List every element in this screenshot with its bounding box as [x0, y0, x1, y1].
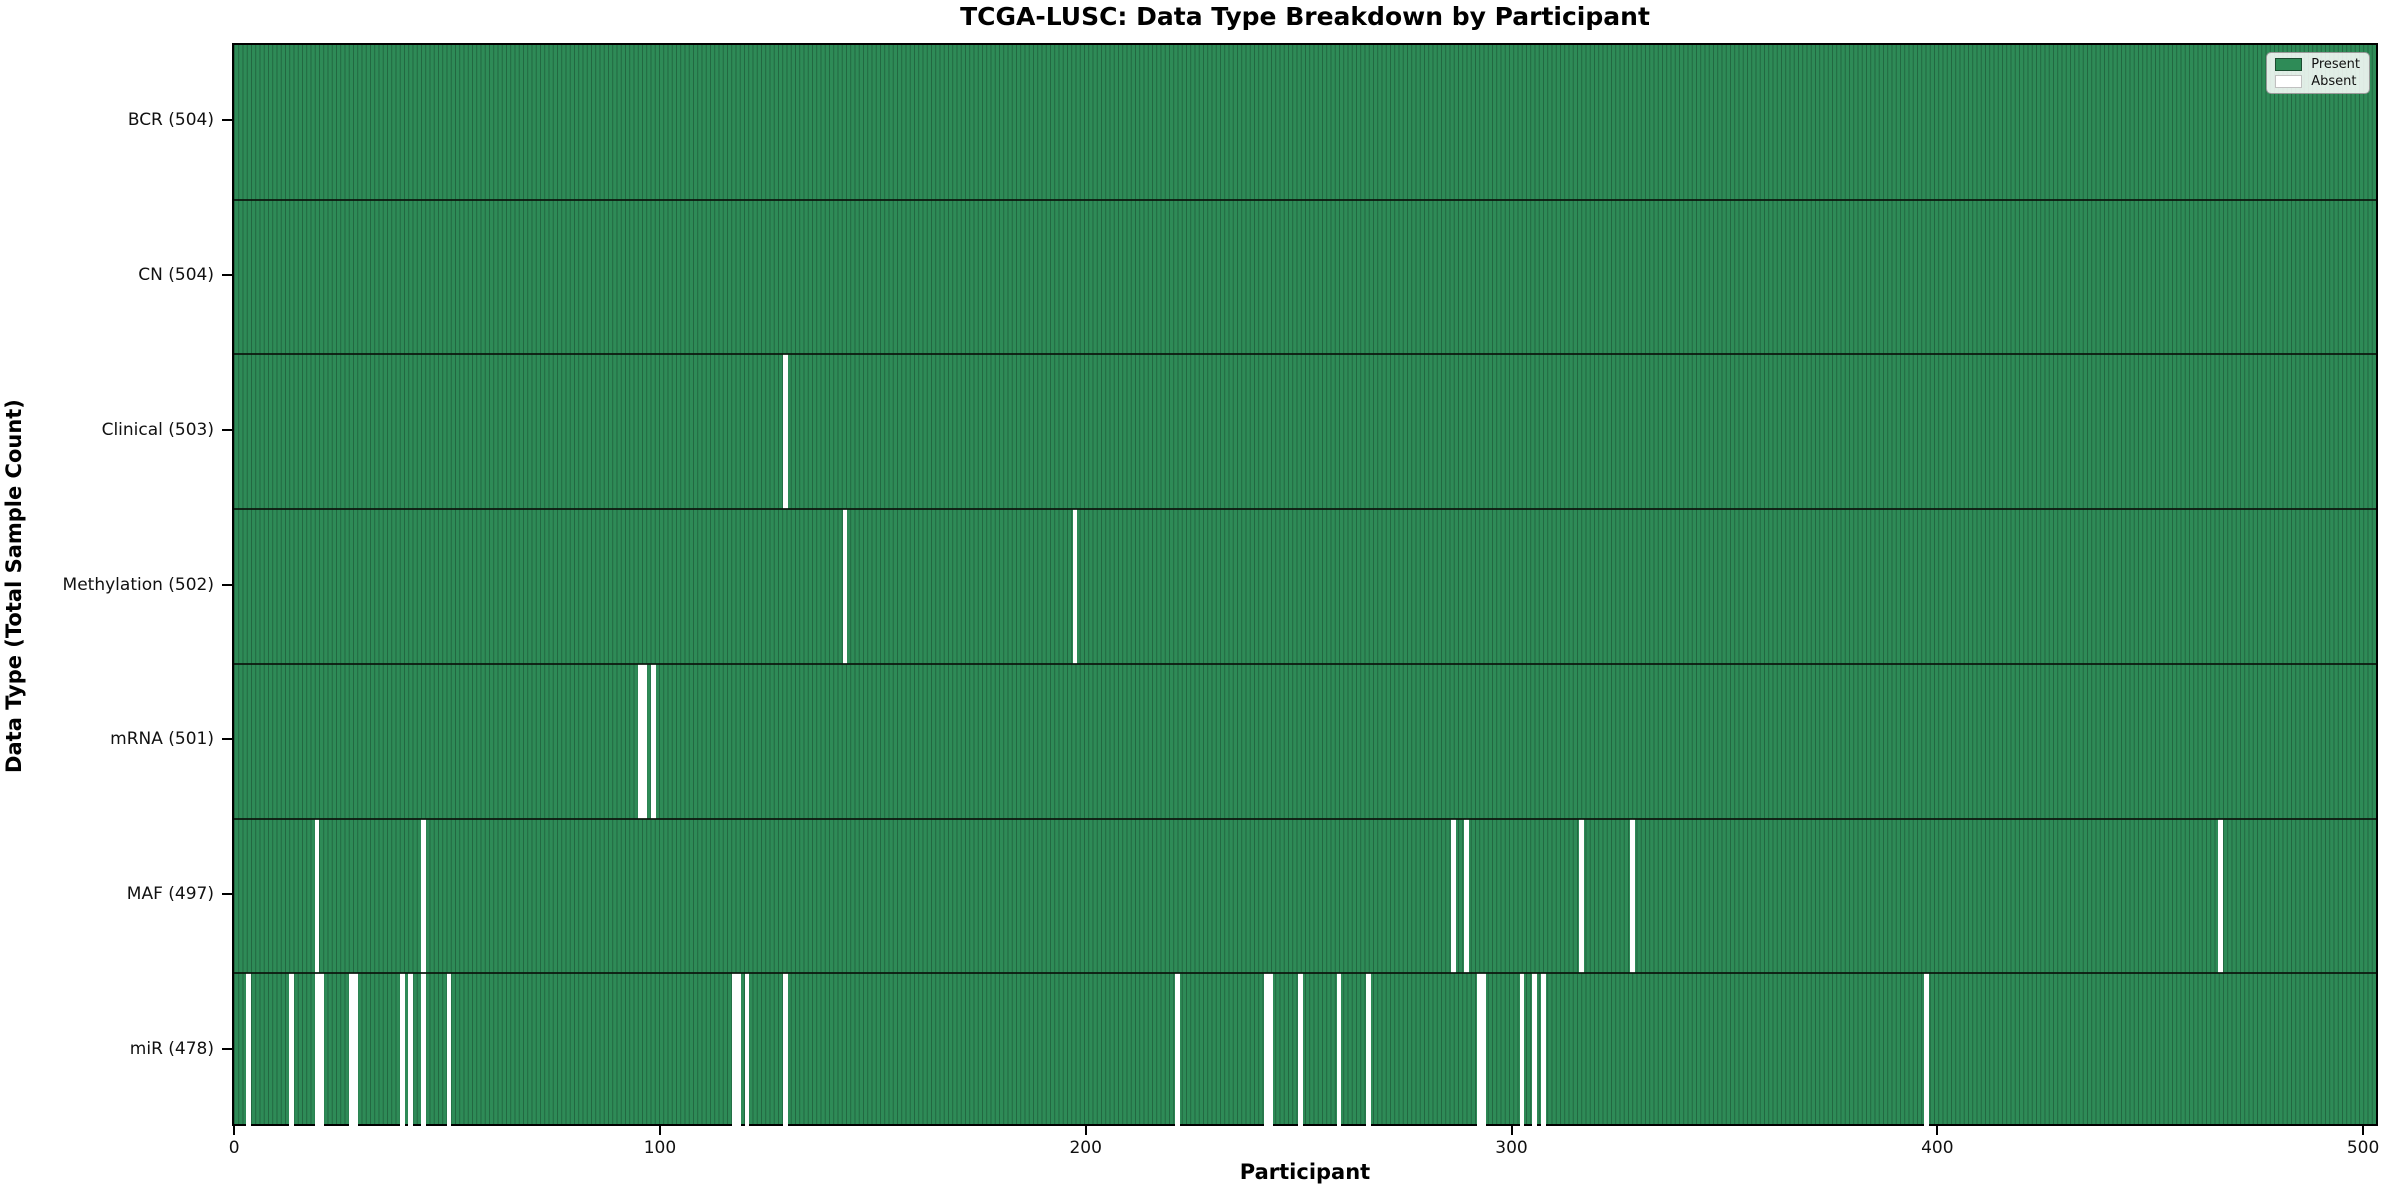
x-axis-label: Participant [1239, 1160, 1371, 1184]
bar-stripes-layer [234, 45, 2376, 1124]
y-tick-mark [222, 119, 232, 122]
absent-bar [1451, 818, 1457, 974]
row-divider-line [234, 508, 2376, 511]
y-tick-mark [222, 274, 232, 277]
absent-bar [1519, 973, 1525, 1128]
absent-bar [1264, 973, 1269, 1128]
y-axis-label: Data Type (Total Sample Count) [2, 399, 26, 773]
absent-bar [314, 818, 320, 974]
absent-bar [421, 973, 426, 1128]
x-tick-label: 0 [228, 1138, 240, 1158]
x-tick-mark [1936, 1126, 1939, 1135]
absent-bar [1366, 973, 1372, 1128]
row-divider-line [234, 662, 2376, 665]
absent-bar [348, 973, 354, 1128]
absent-bar [2217, 818, 2223, 974]
plot-area: Present Absent [232, 43, 2378, 1128]
x-tick-label: 300 [1495, 1138, 1528, 1158]
row-label: MAF (497) [126, 883, 214, 904]
absent-bar [1924, 973, 1929, 1128]
x-tick-mark [1510, 1126, 1513, 1135]
absent-bar [842, 509, 848, 664]
absent-bar [1630, 818, 1636, 974]
legend-item-absent: Absent [2275, 75, 2360, 88]
x-tick-label: 500 [2346, 1138, 2380, 1158]
y-tick-mark [222, 428, 232, 431]
row-label: miR (478) [129, 1038, 214, 1059]
x-tick-mark [658, 1126, 661, 1135]
legend-item-present: Present [2275, 58, 2360, 71]
x-tick-mark [2362, 1126, 2365, 1135]
absent-bar [1174, 973, 1180, 1128]
absent-bar [1336, 973, 1342, 1128]
absent-bar [782, 973, 788, 1128]
absent-bar [446, 973, 452, 1128]
absent-bar [1540, 973, 1546, 1128]
absent-bar [744, 973, 750, 1128]
absent-bar [318, 973, 324, 1128]
row-label: Clinical (503) [101, 419, 214, 440]
absent-bar [782, 354, 788, 510]
row-label: mRNA (501) [110, 729, 214, 750]
absent-bar [731, 973, 737, 1128]
x-tick-mark [233, 1126, 236, 1135]
absent-swatch-icon [2275, 75, 2303, 88]
legend-absent-label: Absent [2311, 74, 2357, 89]
absent-bar [352, 973, 358, 1128]
absent-bar [1477, 973, 1482, 1128]
row-label: Methylation (502) [62, 574, 214, 595]
present-swatch-icon [2275, 58, 2303, 71]
row-divider-line [234, 972, 2376, 975]
legend: Present Absent [2266, 52, 2370, 94]
chart-title: TCGA-LUSC: Data Type Breakdown by Partic… [960, 2, 1650, 31]
row-divider-line [234, 353, 2376, 356]
y-tick-mark [222, 1047, 232, 1050]
absent-bar [1298, 973, 1304, 1128]
x-tick-label: 100 [643, 1138, 677, 1158]
absent-bar [642, 663, 648, 819]
row-divider-line [234, 198, 2376, 201]
x-tick-label: 200 [1069, 1138, 1102, 1158]
absent-bar [246, 973, 252, 1128]
y-tick-mark [222, 738, 232, 741]
row-divider-line [234, 817, 2376, 820]
absent-bar [1268, 973, 1274, 1128]
absent-bar [1481, 973, 1487, 1128]
absent-bar [736, 973, 741, 1128]
absent-bar [421, 818, 426, 974]
row-label: BCR (504) [127, 110, 214, 131]
absent-bar [650, 663, 656, 819]
y-tick-mark [222, 892, 232, 895]
absent-bar [399, 973, 405, 1128]
y-tick-mark [222, 583, 232, 586]
absent-bar [408, 973, 414, 1128]
absent-bar [638, 663, 644, 819]
absent-bar [289, 973, 294, 1128]
absent-bar [1579, 818, 1585, 974]
absent-bar [314, 973, 320, 1128]
absent-bar [1072, 509, 1078, 664]
row-label: CN (504) [138, 265, 214, 286]
absent-bar [1532, 973, 1538, 1128]
x-tick-label: 400 [1921, 1138, 1954, 1158]
absent-bar [1464, 818, 1470, 974]
legend-present-label: Present [2311, 57, 2360, 72]
x-tick-mark [1084, 1126, 1087, 1135]
